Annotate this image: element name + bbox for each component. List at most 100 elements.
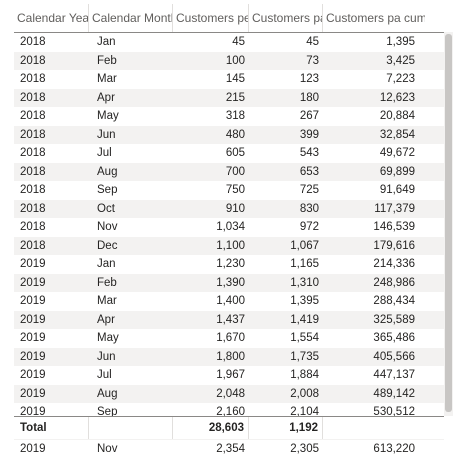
table-row[interactable]: 2018 Sep 750 725 91,649	[14, 181, 444, 200]
cell-customers-pa-cumm: 69,899	[379, 165, 415, 178]
cell-calendar-month: Jan	[97, 258, 116, 270]
table-row[interactable]: 2019 Jul 1,967 1,884 447,137	[14, 366, 444, 385]
cell-calendar-year: 2019	[20, 387, 46, 400]
cell-calendar-month: Jul	[97, 369, 112, 381]
cell-customers-pa: 1,067	[290, 239, 319, 252]
cell-customers-pe: 1,800	[216, 350, 245, 363]
cell-customers-pe: 215	[225, 91, 245, 104]
table-row[interactable]: 2019 Jun 1,800 1,735 405,566	[14, 347, 444, 366]
cell-calendar-month: Mar	[97, 73, 117, 85]
cell-customers-pa: 653	[299, 165, 319, 178]
cell-customers-pe: 1,100	[216, 239, 245, 252]
cell-calendar-month: May	[97, 110, 119, 122]
table-row[interactable]: 2018 Jan 45 45 1,395	[14, 33, 444, 52]
cell-customers-pe: 100	[225, 54, 245, 67]
cell-customers-pa-cumm: 325,589	[373, 313, 415, 326]
table-row[interactable]: 2019 Aug 2,048 2,008 489,142	[14, 384, 444, 403]
cell-calendar-year: 2018	[20, 110, 46, 122]
table-row[interactable]: 2019 May 1,670 1,554 365,486	[14, 329, 444, 348]
cell-customers-pa: 1,554	[290, 332, 319, 344]
cell-customers-pa-cumm: 447,137	[373, 369, 415, 381]
column-header-calendar-month[interactable]: Calendar Month	[89, 4, 173, 32]
cell-customers-pa: 2,104	[290, 406, 319, 418]
table-row[interactable]: 2018 Aug 700 653 69,899	[14, 162, 444, 181]
table-row[interactable]: 2019 Mar 1,400 1,395 288,434	[14, 292, 444, 311]
cell-customers-pa-cumm: 146,539	[373, 221, 415, 233]
scrollbar-thumb[interactable]	[445, 34, 452, 412]
total-customers-pe: 28,603	[173, 417, 249, 439]
cell-customers-pa: 1,735	[290, 350, 319, 363]
cell-customers-pa: 830	[299, 202, 319, 215]
cell-customers-pa: 45	[306, 36, 319, 48]
cell-customers-pa-cumm: 49,672	[379, 147, 415, 159]
column-header-customers-pa[interactable]: Customers pa	[249, 4, 323, 32]
cell-calendar-month: Apr	[97, 91, 115, 104]
cell-customers-pa-cumm: 1,395	[386, 36, 415, 48]
table-row[interactable]: 2018 Feb 100 73 3,425	[14, 51, 444, 70]
cell-calendar-month: Sep	[97, 406, 118, 418]
cell-customers-pe: 2,048	[216, 387, 245, 400]
cell-calendar-month: Jun	[97, 128, 116, 141]
cell-calendar-month: Nov	[97, 221, 118, 233]
table-row[interactable]: 2018 Mar 145 123 7,223	[14, 70, 444, 89]
cell-calendar-year: 2018	[20, 221, 46, 233]
cell-customers-pa-cumm: 20,884	[379, 110, 415, 122]
cell-customers-pe: 1,034	[216, 221, 245, 233]
cell-customers-pe: 1,967	[216, 369, 245, 381]
cell-customers-pa: 543	[299, 147, 319, 159]
cell-customers-pa: 123	[299, 73, 319, 85]
table-row[interactable]: 2018 Oct 910 830 117,379	[14, 199, 444, 218]
cell-customers-pa-cumm: 489,142	[373, 387, 415, 400]
cell-calendar-year: 2018	[20, 128, 46, 141]
cell-calendar-year: 2018	[20, 36, 46, 48]
cell-calendar-year: 2018	[20, 73, 46, 85]
table-row[interactable]: 2018 Dec 1,100 1,067 179,616	[14, 236, 444, 255]
total-customers-pa-cumm	[323, 417, 425, 439]
table-row[interactable]: 2019 Feb 1,390 1,310 248,986	[14, 273, 444, 292]
cell-calendar-month: Mar	[97, 295, 117, 307]
table-row[interactable]: 2018 Jul 605 543 49,672	[14, 144, 444, 163]
table-row[interactable]: 2018 Apr 215 180 12,623	[14, 88, 444, 107]
cell-calendar-month: Dec	[97, 239, 118, 252]
cell-customers-pa-cumm: 12,623	[379, 91, 415, 104]
cell-customers-pa: 1,165	[290, 258, 319, 270]
column-header-calendar-year[interactable]: Calendar Year	[14, 4, 89, 32]
cell-customers-pe: 318	[225, 110, 245, 122]
cell-calendar-year: 2018	[20, 54, 46, 67]
cell-customers-pa-cumm: 405,566	[373, 350, 415, 363]
cell-customers-pe: 750	[225, 184, 245, 196]
cell-customers-pa-cumm: 248,986	[373, 276, 415, 289]
cell-customers-pe: 700	[225, 165, 245, 178]
cell-calendar-year: 2019	[20, 276, 46, 289]
column-header-customers-pe[interactable]: Customers pe	[173, 4, 249, 32]
cell-customers-pa: 725	[299, 184, 319, 196]
cell-customers-pa: 267	[299, 110, 319, 122]
cell-customers-pe: 1,390	[216, 276, 245, 289]
cell-calendar-month: Aug	[97, 165, 118, 178]
cell-customers-pa: 180	[299, 91, 319, 104]
cell-customers-pe: 45	[232, 36, 245, 48]
vertical-scrollbar[interactable]	[444, 32, 453, 416]
cell-customers-pa: 2,305	[290, 443, 319, 455]
cell-calendar-month: Apr	[97, 313, 115, 326]
cell-calendar-year: 2019	[20, 332, 46, 344]
column-header-customers-pa-cumm[interactable]: Customers pa cumm	[326, 11, 425, 25]
total-month-cell	[89, 417, 173, 439]
cell-customers-pa: 1,395	[290, 295, 319, 307]
cell-calendar-month: Jul	[97, 147, 112, 159]
table-row[interactable]: 2019 Jan 1,230 1,165 214,336	[14, 255, 444, 274]
cell-customers-pa: 399	[299, 128, 319, 141]
table-row[interactable]: 2018 Nov 1,034 972 146,539	[14, 218, 444, 237]
cell-customers-pa-cumm: 530,512	[373, 406, 415, 418]
cell-customers-pe: 145	[225, 73, 245, 85]
cell-customers-pe: 2,160	[216, 406, 245, 418]
cell-customers-pa-cumm: 288,434	[373, 295, 415, 307]
table-row[interactable]: 2019 Nov 2,354 2,305 613,220	[14, 440, 444, 459]
table-row[interactable]: 2018 May 318 267 20,884	[14, 107, 444, 126]
cell-calendar-year: 2019	[20, 406, 46, 418]
cell-customers-pa-cumm: 214,336	[373, 258, 415, 270]
cell-customers-pa-cumm: 117,379	[374, 202, 415, 215]
cell-calendar-year: 2019	[20, 369, 46, 381]
table-row[interactable]: 2019 Apr 1,437 1,419 325,589	[14, 310, 444, 329]
table-row[interactable]: 2018 Jun 480 399 32,854	[14, 125, 444, 144]
